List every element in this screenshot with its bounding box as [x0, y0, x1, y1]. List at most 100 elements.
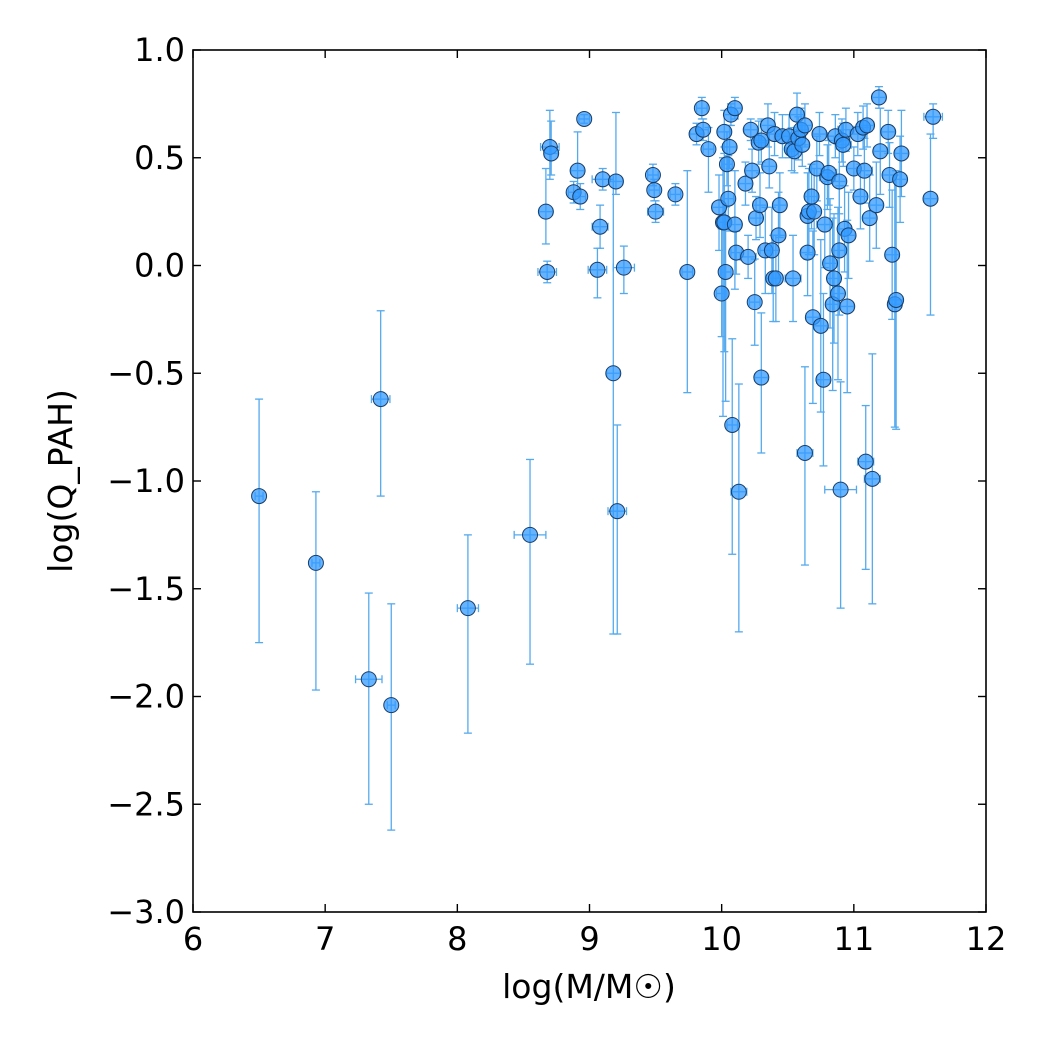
tick-marks-layer — [192, 49, 987, 913]
data-point — [859, 117, 876, 134]
data-point — [724, 416, 741, 433]
error-bar — [606, 180, 621, 635]
x-axis-label: log(M/M☉) — [502, 967, 676, 1006]
data-point — [383, 697, 400, 714]
data-point — [785, 270, 802, 287]
data-point — [644, 166, 661, 183]
data-point — [753, 369, 770, 386]
x-tick-label: 7 — [315, 920, 335, 958]
data-point — [717, 263, 734, 280]
data-point — [888, 291, 905, 308]
data-point — [839, 298, 856, 315]
data-point — [820, 164, 837, 181]
data-point — [726, 216, 743, 233]
data-point — [589, 261, 606, 278]
data-point — [576, 110, 593, 127]
data-point — [740, 248, 757, 265]
data-point — [831, 173, 848, 190]
y-tick-label: −2.0 — [107, 678, 185, 716]
data-point — [360, 671, 377, 688]
error-bar — [923, 133, 938, 316]
y-tick-label: −3.0 — [107, 893, 185, 931]
x-tick-label: 12 — [966, 920, 1007, 958]
y-tick-label: −1.5 — [107, 570, 185, 608]
y-tick-label: −0.5 — [107, 354, 185, 392]
error-bar — [607, 424, 628, 635]
data-point — [695, 121, 712, 138]
x-tick-label: 9 — [579, 920, 599, 958]
y-tick-label: 0.0 — [134, 247, 185, 285]
data-point — [667, 186, 684, 203]
data-point — [615, 259, 632, 276]
data-point — [796, 117, 813, 134]
data-point — [569, 162, 586, 179]
data-point — [594, 171, 611, 188]
data-point — [459, 600, 476, 617]
data-point — [925, 108, 942, 125]
data-point — [572, 188, 589, 205]
x-tick-label: 11 — [833, 920, 874, 958]
data-point — [307, 554, 324, 571]
data-point — [679, 263, 696, 280]
markers-layer — [251, 89, 942, 714]
data-point — [771, 197, 788, 214]
x-tick-label: 6 — [183, 920, 203, 958]
data-point — [835, 136, 852, 153]
error-bar — [254, 398, 264, 644]
data-point — [713, 285, 730, 302]
data-point — [693, 100, 710, 117]
data-point — [251, 488, 268, 505]
error-bar — [857, 404, 875, 571]
data-point — [829, 285, 846, 302]
data-point — [726, 100, 743, 117]
data-point — [856, 162, 873, 179]
data-point — [880, 123, 897, 140]
y-tick-label: 0.5 — [134, 139, 185, 177]
data-point — [543, 145, 560, 162]
data-point — [872, 143, 889, 160]
data-point — [922, 190, 939, 207]
error-bars-layer — [254, 85, 944, 831]
data-point — [737, 175, 754, 192]
data-point — [539, 263, 556, 280]
data-point — [767, 270, 784, 287]
data-point — [806, 203, 823, 220]
error-bar — [311, 491, 321, 691]
data-point — [857, 453, 874, 470]
data-point — [609, 503, 626, 520]
data-point — [720, 190, 737, 207]
data-point — [746, 294, 763, 311]
data-point — [647, 203, 664, 220]
data-point — [815, 371, 832, 388]
y-axis-label: log(Q_PAH) — [41, 389, 80, 573]
data-point — [730, 483, 747, 500]
data-point — [864, 470, 881, 487]
data-point — [700, 141, 717, 158]
data-point — [763, 242, 780, 259]
data-point — [716, 123, 733, 140]
data-point — [721, 138, 738, 155]
data-point — [751, 197, 768, 214]
data-point — [852, 188, 869, 205]
x-tick-label: 8 — [447, 920, 467, 958]
data-point — [822, 255, 839, 272]
error-bar — [726, 338, 739, 555]
data-point — [812, 317, 829, 334]
error-bar — [354, 592, 383, 805]
error-bar — [681, 170, 694, 394]
error-bar — [386, 603, 396, 831]
data-point — [753, 132, 770, 149]
data-point — [646, 182, 663, 199]
data-point — [607, 173, 624, 190]
data-point — [770, 227, 787, 244]
error-bar — [796, 366, 814, 566]
error-bar — [513, 458, 547, 665]
error-bar — [456, 534, 480, 734]
data-point — [816, 216, 833, 233]
y-tick-label: −2.5 — [107, 785, 185, 823]
data-point — [831, 242, 848, 259]
data-point — [803, 188, 820, 205]
data-point — [796, 444, 813, 461]
data-point — [794, 136, 811, 153]
data-point — [592, 218, 609, 235]
